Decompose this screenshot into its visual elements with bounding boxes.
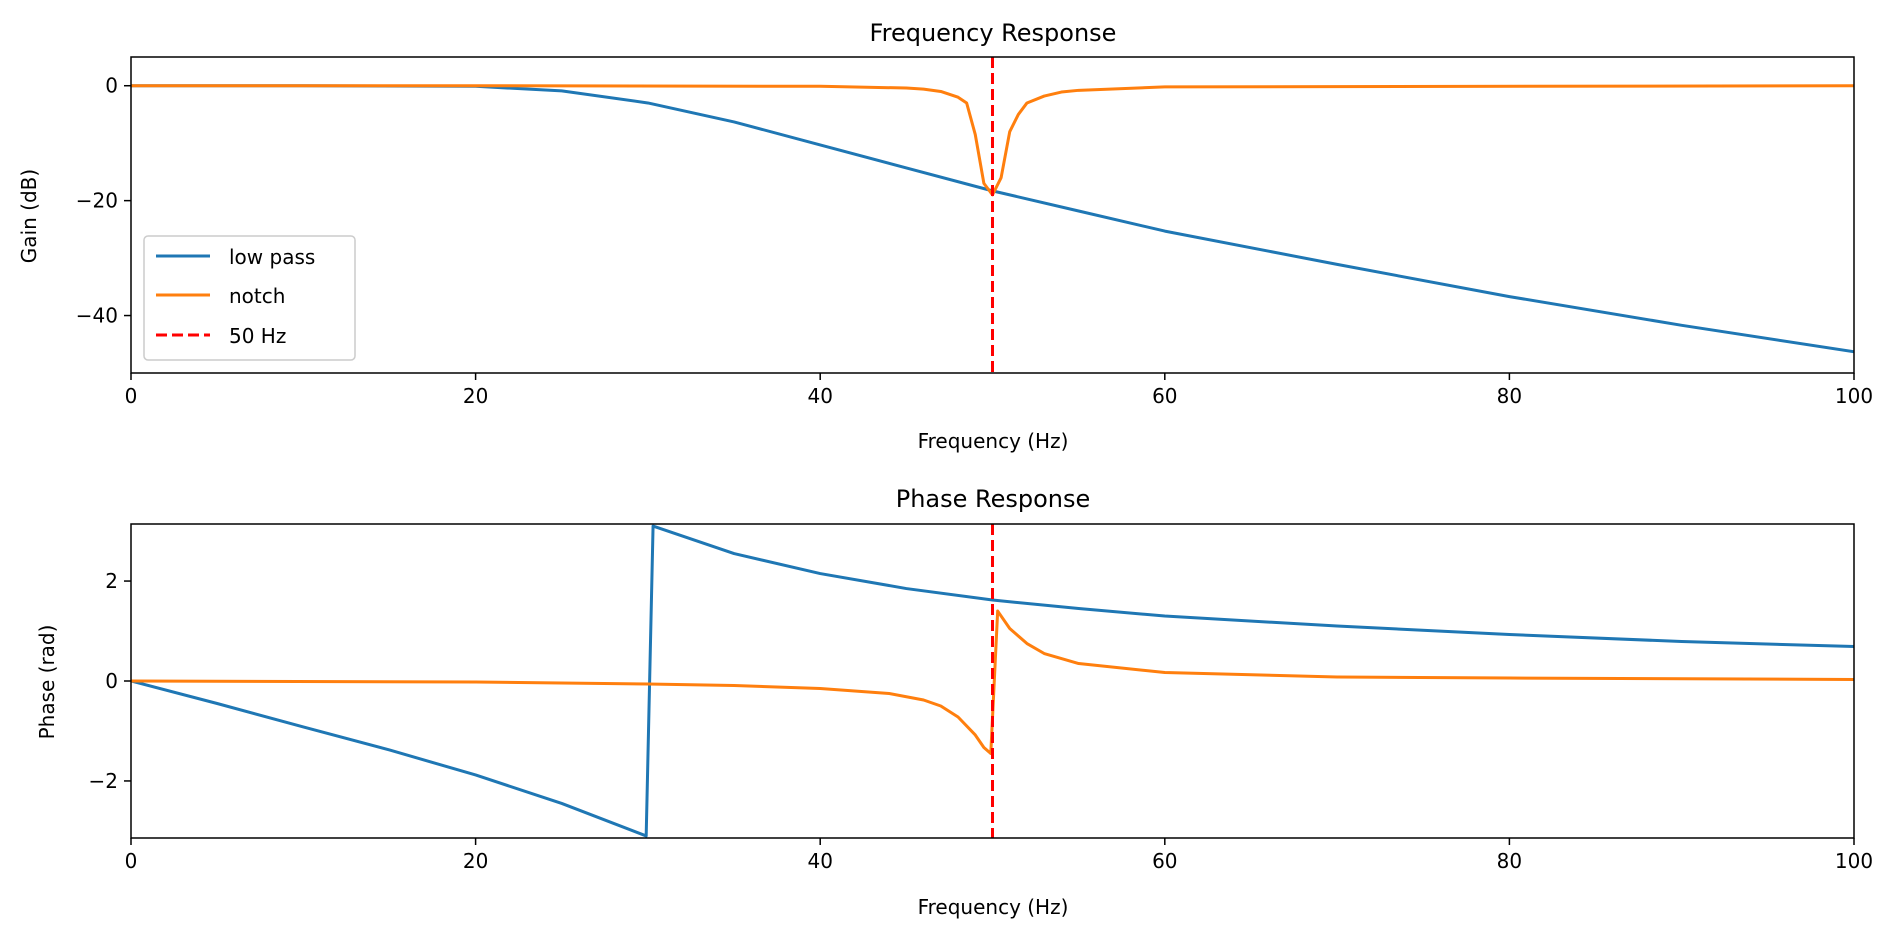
frequency-response-panel: Frequency Response Frequency (Hz) Gain (… xyxy=(17,19,1873,453)
x-axis-label: Frequency (Hz) xyxy=(918,429,1069,453)
legend-label-50-hz: 50 Hz xyxy=(229,324,286,348)
y-axis-label: Phase (rad) xyxy=(35,625,59,740)
y-axis-label: Gain (dB) xyxy=(17,169,41,263)
x-tick-label: 100 xyxy=(1835,384,1873,408)
legend-label-low-pass: low pass xyxy=(229,245,315,269)
data-layer xyxy=(131,524,1854,838)
series-line-notch xyxy=(131,84,1854,197)
data-layer xyxy=(131,57,1854,373)
y-tick-label: −2 xyxy=(89,769,118,793)
x-tick-label: 20 xyxy=(463,849,488,873)
x-tick-label: 80 xyxy=(1497,849,1522,873)
x-tick-label: 40 xyxy=(807,384,832,408)
x-tick-label: 80 xyxy=(1497,384,1522,408)
x-tick-label: 40 xyxy=(807,849,832,873)
series-line-low-pass xyxy=(131,84,1854,354)
x-axis-label: Frequency (Hz) xyxy=(918,895,1069,919)
y-tick-label: 2 xyxy=(105,569,118,593)
x-tick-label: 60 xyxy=(1152,849,1177,873)
x-tick-label: 100 xyxy=(1835,849,1873,873)
legend-box xyxy=(143,235,356,361)
x-tick-label: 60 xyxy=(1152,384,1177,408)
phase-response-panel: Phase Response Frequency (Hz) Phase (rad… xyxy=(35,485,1873,919)
legend-label-notch: notch xyxy=(229,284,285,308)
chart-title: Phase Response xyxy=(896,485,1091,513)
y-tick-label: 0 xyxy=(105,74,118,98)
x-tick-label: 0 xyxy=(125,849,138,873)
series-line-low-pass xyxy=(131,524,1854,838)
chart-title: Frequency Response xyxy=(870,19,1117,47)
axes-frame xyxy=(130,56,1855,374)
y-tick-label: 0 xyxy=(105,669,118,693)
plot-area: 0 20 40 60 80 100 0 −20 −40 xyxy=(76,56,1873,408)
y-tick-label: −20 xyxy=(76,189,118,213)
series-line-notch xyxy=(131,609,1854,755)
x-tick-label: 0 xyxy=(125,384,138,408)
legend: low pass notch 50 Hz xyxy=(143,235,356,361)
y-tick-label: −40 xyxy=(76,304,118,328)
x-tick-label: 20 xyxy=(463,384,488,408)
